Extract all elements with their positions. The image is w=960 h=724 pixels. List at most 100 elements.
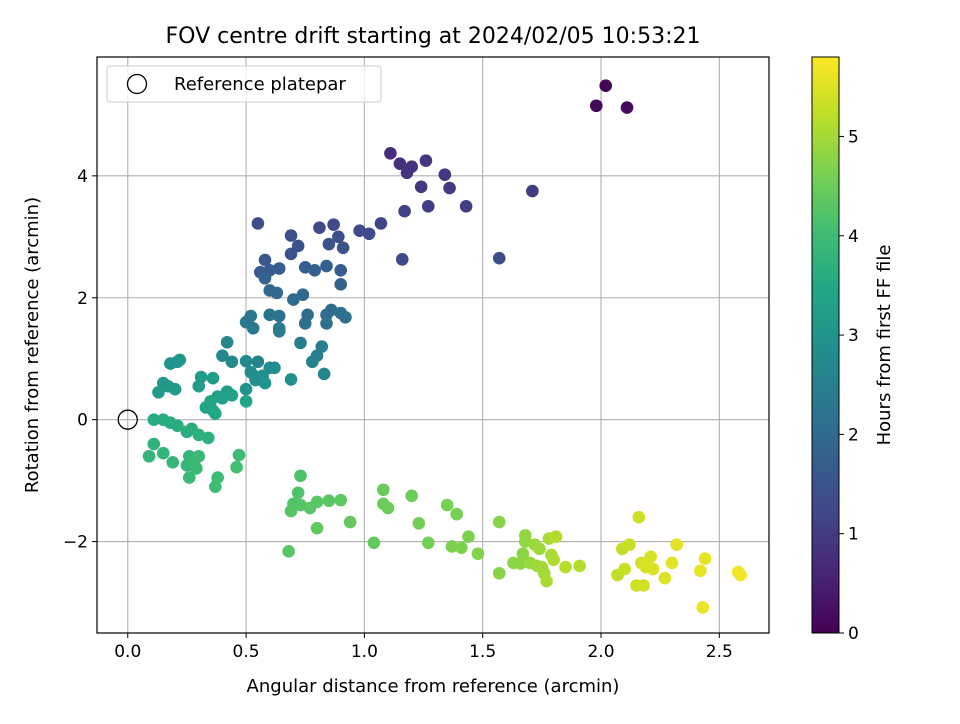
data-point: [251, 355, 265, 369]
data-point: [395, 253, 409, 266]
data-point: [445, 540, 459, 553]
data-point: [166, 456, 180, 469]
data-point: [589, 99, 603, 113]
legend-label: Reference platepar: [174, 74, 346, 95]
data-point: [294, 498, 307, 512]
data-point: [298, 317, 312, 330]
data-point: [239, 382, 253, 396]
data-point: [306, 355, 319, 369]
data-point: [599, 79, 613, 92]
data-point: [220, 335, 234, 349]
data-point: [282, 545, 295, 558]
data-point: [251, 217, 265, 230]
grid: [97, 57, 769, 633]
data-point: [698, 552, 712, 565]
data-point: [384, 147, 397, 160]
data-point: [192, 428, 206, 442]
data-point: [317, 367, 331, 381]
data-point: [450, 507, 463, 521]
data-point: [142, 449, 156, 463]
data-point: [343, 515, 357, 529]
data-point: [462, 530, 475, 543]
data-point: [353, 224, 366, 238]
data-point: [393, 157, 407, 170]
data-point: [618, 562, 631, 576]
data-point: [658, 571, 672, 585]
data-point: [206, 371, 220, 385]
data-point: [421, 536, 435, 550]
data-point: [339, 310, 352, 324]
data-point: [374, 217, 388, 230]
data-point: [573, 559, 587, 573]
x-tick-label: 1.5: [469, 642, 496, 662]
data-point: [492, 566, 506, 580]
data-point: [438, 168, 452, 181]
data-point: [308, 264, 321, 277]
x-axis: 0.0 0.5 1.0 1.5 2.0 2.5: [114, 633, 733, 662]
colorbar-tick-label: 5: [848, 127, 859, 147]
y-tick-label: −2: [63, 533, 88, 553]
chart-title: FOV centre drift starting at 2024/02/05 …: [166, 24, 701, 49]
data-point: [516, 547, 530, 561]
data-point: [419, 154, 433, 167]
data-point: [147, 413, 161, 426]
data-point: [381, 501, 395, 515]
x-tick-label: 2.5: [706, 642, 733, 662]
data-point: [320, 317, 333, 330]
data-point: [156, 446, 170, 460]
data-point: [324, 303, 338, 317]
data-point: [412, 516, 426, 530]
data-point: [298, 260, 312, 274]
data-point: [164, 357, 177, 370]
data-point: [670, 538, 684, 551]
legend: Reference platepar: [106, 65, 382, 103]
data-point: [332, 230, 345, 244]
data-point: [216, 349, 229, 362]
data-point: [225, 355, 239, 369]
data-point: [272, 262, 286, 275]
data-point: [443, 181, 456, 195]
colorbar-tick-label: 2: [848, 425, 859, 445]
data-point: [239, 395, 253, 408]
data-point: [514, 557, 527, 570]
data-point: [182, 471, 196, 484]
colorbar-tick-label: 4: [848, 227, 859, 247]
colorbar-tick-label: 0: [848, 624, 859, 644]
data-point: [492, 251, 506, 265]
x-axis-label: Angular distance from reference (arcmin): [247, 676, 620, 697]
data-point: [313, 221, 326, 234]
data-point: [518, 535, 532, 548]
data-point: [284, 504, 298, 518]
legend-marker-circle-icon: [126, 73, 148, 95]
data-point: [398, 204, 411, 218]
data-point: [152, 385, 165, 399]
x-tick-label: 1.0: [351, 642, 378, 662]
data-point: [272, 309, 286, 323]
y-tick-label: 2: [77, 289, 88, 309]
data-point: [287, 293, 300, 306]
data-point: [327, 218, 340, 231]
data-point: [334, 493, 348, 507]
reference-platepar-marker: [117, 409, 138, 430]
y-axis: −2 0 2 4: [63, 167, 97, 553]
data-point: [192, 449, 206, 463]
data-point: [526, 184, 539, 198]
data-point: [294, 336, 307, 350]
data-point: [216, 392, 229, 405]
data-point: [533, 542, 546, 556]
data-point: [421, 200, 435, 213]
data-point: [414, 180, 428, 194]
data-point: [268, 361, 281, 375]
data-point: [334, 278, 348, 291]
x-tick-label: 0.0: [114, 642, 141, 662]
data-point: [258, 253, 272, 267]
y-axis-label: Rotation from reference (arcmin): [22, 197, 43, 493]
data-point: [549, 530, 563, 543]
data-point: [291, 486, 305, 500]
data-point: [459, 200, 473, 213]
data-point: [310, 495, 324, 509]
data-point: [284, 229, 298, 242]
data-point: [362, 227, 376, 241]
colorbar-tick-label: 3: [848, 326, 859, 346]
